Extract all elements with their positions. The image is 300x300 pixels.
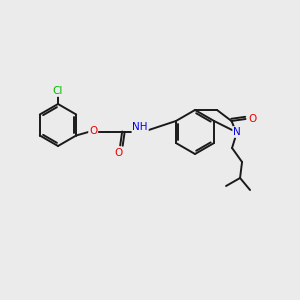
Text: Cl: Cl <box>53 86 63 96</box>
Text: O: O <box>114 148 122 158</box>
Text: O: O <box>89 127 97 136</box>
Text: NH: NH <box>132 122 148 133</box>
Text: N: N <box>233 127 241 137</box>
Text: O: O <box>248 114 257 124</box>
